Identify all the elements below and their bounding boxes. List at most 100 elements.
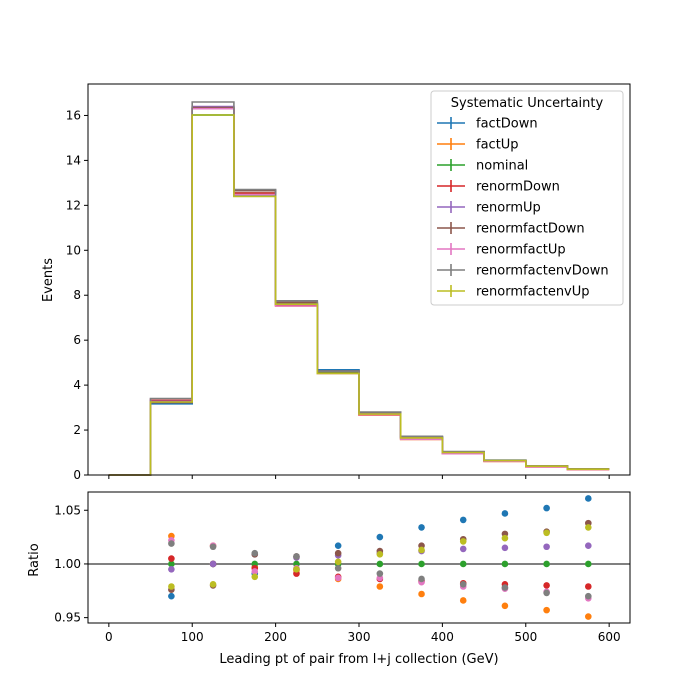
ratio-point-renorm-down <box>543 582 550 589</box>
x-tick-label: 500 <box>514 630 537 644</box>
legend: Systematic Uncertainty factDown factUp nom… <box>430 90 624 306</box>
ratio-y-axis-label: Ratio <box>27 543 42 576</box>
x-tick-label: 200 <box>264 630 287 644</box>
ratio-point-renormfactenv-down <box>459 581 467 588</box>
ratio-point-nominal <box>501 560 509 568</box>
ratio-point-renormfactenv-up <box>376 550 384 558</box>
ratio-point-fact-up <box>543 606 550 614</box>
main-x-ticks <box>108 475 610 479</box>
ratio-point-fact-down <box>334 542 342 549</box>
ratio-point-renormfactenv-up <box>585 524 592 531</box>
ratio-point-renormfactenv-down <box>376 570 384 577</box>
ratio-point-renormfactenv-down <box>543 589 550 597</box>
main-y-tick-label: 8 <box>73 288 81 302</box>
legend-label: nominal <box>476 159 528 174</box>
x-tick-label: 300 <box>348 630 371 644</box>
legend-entry-renorm-up: renormUp <box>437 201 541 216</box>
legend-label: renormfactenvUp <box>476 285 590 300</box>
legend-title: Systematic Uncertainty <box>451 96 604 111</box>
ratio-point-renormfactenv-up <box>334 558 342 566</box>
ratio-point-fact-down <box>501 510 509 517</box>
ratio-y-ticks: 0.95 1.00 1.05 <box>54 503 88 625</box>
ratio-point-nominal <box>376 560 384 568</box>
ratio-point-renormfactenv-down <box>418 575 425 583</box>
ratio-point-renormfactenv-up <box>168 583 175 590</box>
legend-label: factUp <box>476 138 519 153</box>
main-series-group <box>108 101 610 476</box>
x-tick-label: 600 <box>598 630 621 644</box>
legend-label: renormDown <box>476 180 560 195</box>
ratio-point-renormfactenv-down <box>334 564 342 572</box>
ratio-point-fact-up <box>376 583 384 590</box>
ratio-y-tick-label: 1.00 <box>54 557 81 571</box>
ratio-point-fact-up <box>585 613 592 620</box>
ratio-point-renorm-up <box>168 566 175 573</box>
main-y-tick-label: 16 <box>66 108 81 122</box>
main-plot-frame <box>87 83 631 476</box>
ratio-point-renormfact-up <box>334 574 342 582</box>
main-y-tick-label: 10 <box>66 243 81 257</box>
ratio-point-nominal <box>543 560 550 568</box>
ratio-points-group <box>168 495 592 620</box>
ratio-point-renorm-up <box>501 544 509 552</box>
main-y-tick-label: 12 <box>66 198 81 212</box>
ratio-point-renormfactenv-down <box>293 553 300 560</box>
ratio-point-nominal <box>459 560 467 568</box>
legend-entries: factDown factUp nominal renormDown renormUp r… <box>437 117 609 300</box>
x-axis-label: Leading pt of pair from l+j collection (… <box>219 652 498 667</box>
ratio-point-fact-up <box>459 597 467 604</box>
main-y-ticks: 0 2 4 6 8 10 12 14 16 <box>66 108 88 482</box>
x-tick-label: 0 <box>105 630 113 644</box>
ratio-point-renorm-up <box>585 542 592 549</box>
ratio-point-renormfact-up <box>251 568 259 575</box>
ratio-point-renormfactenv-down <box>209 543 217 551</box>
ratio-point-nominal <box>168 560 175 568</box>
ratio-point-fact-down <box>418 524 425 531</box>
ratio-point-renorm-up <box>543 543 550 551</box>
legend-label: renormfactenvDown <box>476 264 609 279</box>
legend-label: renormUp <box>476 201 541 216</box>
ratio-point-fact-down <box>543 504 550 512</box>
main-panel: 0 2 4 6 8 10 12 14 16 Events <box>41 83 631 482</box>
ratio-point-renormfactenv-up <box>293 566 300 573</box>
ratio-y-tick-label: 0.95 <box>54 611 81 625</box>
legend-entry-renormfactenv-down: renormfactenvDown <box>437 264 609 279</box>
legend-entry-nominal: nominal <box>437 159 528 174</box>
legend-entry-renormfactenv-up: renormfactenvUp <box>437 285 590 300</box>
x-tick-label: 100 <box>181 630 204 644</box>
ratio-x-ticks: 0 100 200 300 400 500 600 <box>105 623 621 644</box>
x-tick-label: 400 <box>431 630 454 644</box>
ratio-point-renormfactenv-up <box>418 546 425 554</box>
legend-entry-renormfact-down: renormfactDown <box>437 222 585 237</box>
ratio-point-fact-down <box>376 533 384 541</box>
ratio-point-renormfactenv-up <box>459 538 467 545</box>
ratio-point-fact-down <box>585 495 592 502</box>
ratio-point-renormfactenv-down <box>251 549 259 557</box>
ratio-point-renormfactenv-up <box>501 534 509 542</box>
series-line-renormfactenv-up <box>108 114 610 476</box>
ratio-point-renormfactenv-down <box>501 584 509 591</box>
main-y-tick-label: 2 <box>73 423 81 437</box>
ratio-plot-frame <box>87 491 631 624</box>
legend-entry-fact-up: factUp <box>437 138 519 153</box>
legend-label: factDown <box>476 117 538 132</box>
ratio-point-nominal <box>585 560 592 568</box>
legend-label: renormfactUp <box>476 243 566 258</box>
legend-entry-renorm-down: renormDown <box>437 180 560 195</box>
legend-entry-fact-down: factDown <box>437 117 538 132</box>
ratio-point-renorm-up <box>209 560 217 568</box>
ratio-panel: 0.95 1.00 1.05 0 100 200 300 400 500 600 Ratio L… <box>27 491 631 667</box>
legend-box <box>430 90 624 306</box>
ratio-point-fact-up <box>501 602 509 610</box>
ratio-y-tick-label: 1.05 <box>54 503 81 517</box>
ratio-point-nominal <box>418 560 425 568</box>
ratio-point-fact-down <box>459 516 467 524</box>
ratio-point-renormfactenv-up <box>543 529 550 537</box>
main-y-tick-label: 6 <box>73 333 81 347</box>
ratio-point-renormfactenv-down <box>168 540 175 547</box>
ratio-point-renorm-up <box>459 545 467 553</box>
main-y-tick-label: 4 <box>73 378 81 392</box>
legend-entry-renormfact-up: renormfactUp <box>437 243 566 258</box>
ratio-point-renormfact-down <box>334 549 342 557</box>
